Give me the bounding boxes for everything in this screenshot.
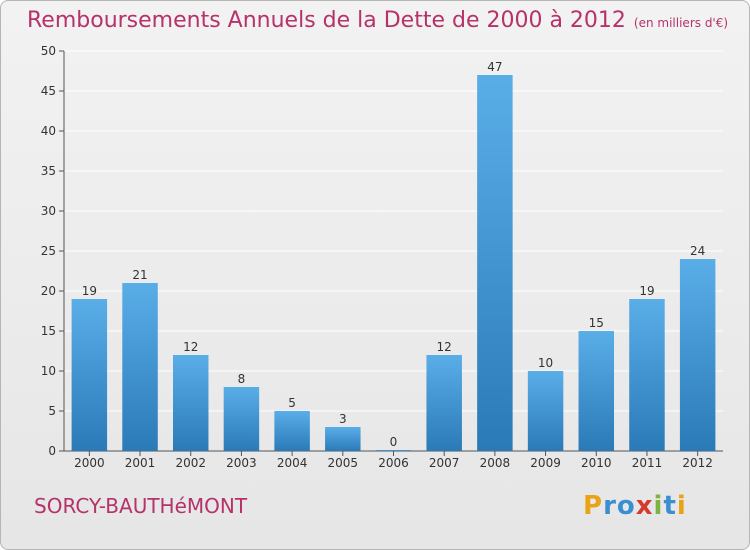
data-label: 12 (437, 340, 452, 354)
y-tick-label: 0 (48, 444, 56, 458)
bar (223, 387, 260, 451)
y-tick-label: 50 (41, 44, 56, 58)
data-label: 19 (639, 284, 654, 298)
data-label: 47 (487, 60, 502, 74)
x-tick-label: 2003 (226, 456, 257, 470)
data-label: 24 (690, 244, 705, 258)
logo-letter: t (663, 491, 677, 521)
bar (426, 355, 462, 451)
commune-name: SORCY-BAUTHéMONT (34, 494, 248, 518)
y-tick-label: 25 (41, 244, 56, 258)
x-tick-label: 2009 (530, 456, 561, 470)
data-label: 3 (339, 412, 347, 426)
logo-letter: i (653, 491, 664, 521)
logo-letter: o (616, 491, 636, 521)
bar (527, 371, 564, 451)
y-tick-label: 15 (41, 324, 56, 338)
x-tick-label: 2000 (74, 456, 105, 470)
data-label: 12 (183, 340, 198, 354)
bar (375, 450, 412, 451)
x-tick-label: 2001 (125, 456, 156, 470)
bar (578, 331, 615, 451)
x-tick-label: 2005 (328, 456, 359, 470)
y-tick-label: 10 (41, 364, 56, 378)
bar (122, 283, 158, 451)
logo-letter: P (583, 491, 604, 521)
x-tick-label: 2007 (429, 456, 460, 470)
x-tick-label: 2010 (581, 456, 612, 470)
data-label: 8 (238, 372, 246, 386)
x-tick-label: 2006 (378, 456, 409, 470)
bar (274, 411, 310, 451)
y-tick-label: 20 (41, 284, 56, 298)
data-label: 15 (589, 316, 604, 330)
y-tick-label: 35 (41, 164, 56, 178)
bar (629, 299, 665, 451)
bar (325, 427, 361, 451)
data-label: 19 (82, 284, 97, 298)
y-tick-label: 40 (41, 124, 56, 138)
logo-letter: i (676, 491, 687, 521)
unit-note: (en milliers d'€) (633, 16, 729, 30)
x-tick-label: 2002 (175, 456, 206, 470)
bar (679, 259, 716, 451)
x-tick-label: 2008 (480, 456, 511, 470)
y-tick-label: 45 (41, 84, 56, 98)
data-label: 21 (132, 268, 147, 282)
logo-letter: x (635, 491, 654, 521)
x-tick-label: 2012 (682, 456, 713, 470)
bar (172, 355, 209, 451)
data-label: 0 (390, 435, 398, 449)
x-tick-label: 2011 (632, 456, 663, 470)
proxiti-logo: Proxiti (583, 491, 687, 521)
logo-letter: r (603, 491, 617, 521)
chart-title-text: Remboursements Annuels de la Dette de 20… (27, 8, 626, 33)
y-tick-label: 30 (41, 204, 56, 218)
bar (71, 299, 108, 451)
data-label: 5 (288, 396, 296, 410)
data-label: 10 (538, 356, 553, 370)
bar (477, 75, 513, 451)
x-tick-label: 2004 (277, 456, 308, 470)
y-tick-label: 5 (48, 404, 56, 418)
chart-title: Remboursements Annuels de la Dette de 20… (27, 8, 728, 33)
